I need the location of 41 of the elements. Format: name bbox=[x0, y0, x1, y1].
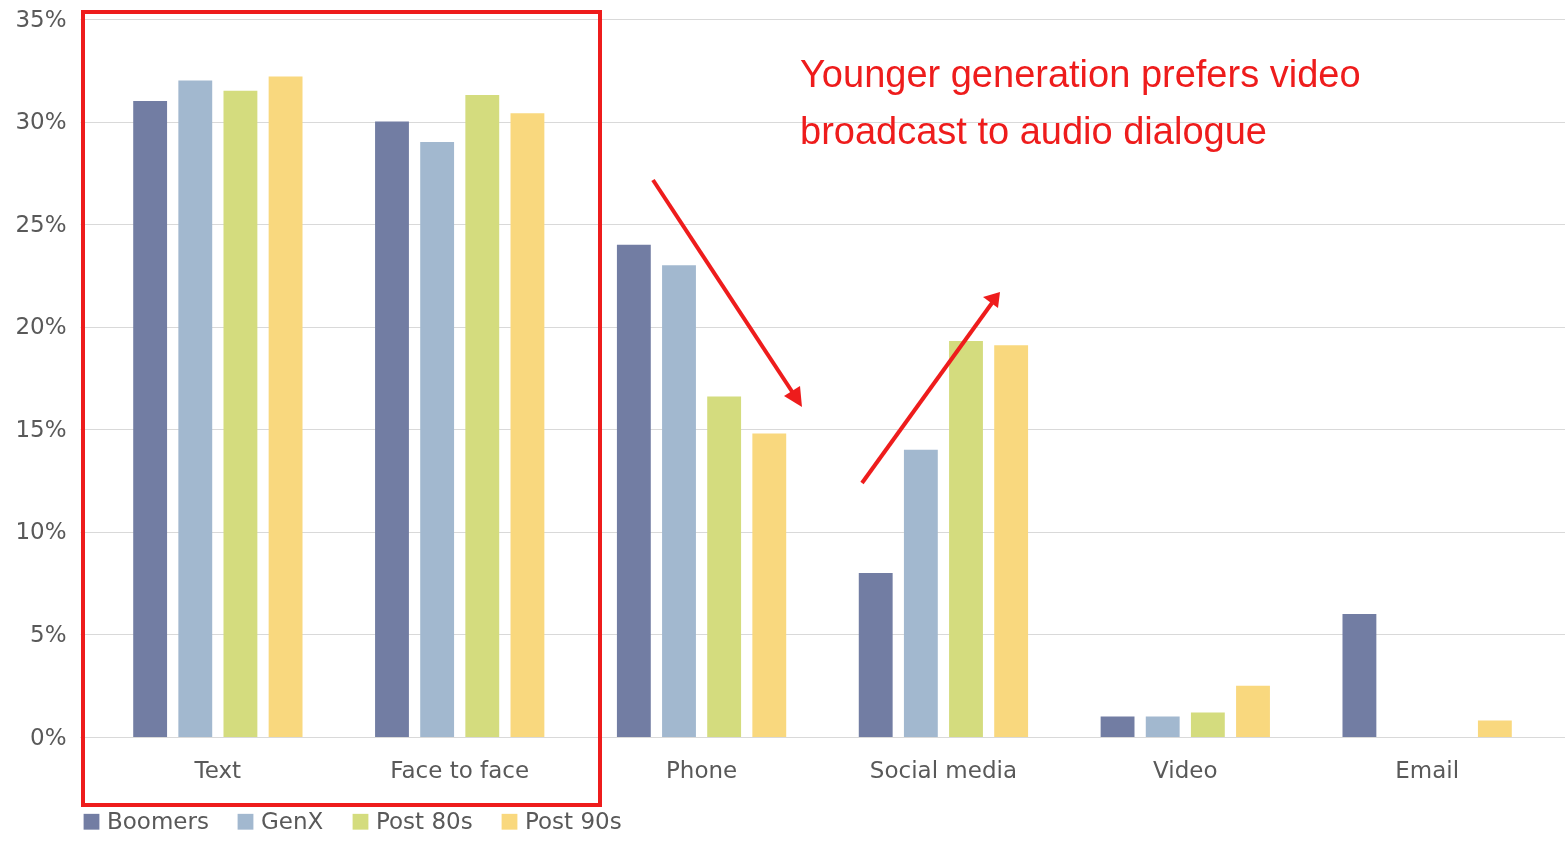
y-tick-label: 15% bbox=[15, 415, 67, 442]
legend-label: Post 80s bbox=[376, 807, 473, 834]
bar bbox=[994, 345, 1029, 737]
x-tick-label: Face to face bbox=[390, 756, 530, 783]
bar bbox=[420, 142, 455, 737]
x-tick-label: Text bbox=[193, 756, 242, 783]
bar bbox=[510, 113, 545, 737]
bar bbox=[178, 80, 213, 737]
y-tick-label: 25% bbox=[15, 210, 67, 237]
legend-label: Post 90s bbox=[525, 807, 622, 834]
bar bbox=[465, 94, 500, 737]
bar bbox=[903, 449, 938, 737]
bar bbox=[1190, 712, 1225, 737]
x-tick-label: Phone bbox=[665, 756, 738, 783]
bar bbox=[752, 433, 787, 737]
bar bbox=[1145, 716, 1180, 737]
bar bbox=[1477, 720, 1512, 737]
annotation: Younger generation prefers video broadcast to audio dialogue bbox=[800, 52, 1362, 154]
y-tick-label: 5% bbox=[30, 620, 67, 647]
bar bbox=[662, 265, 696, 737]
y-tick-label: 10% bbox=[15, 518, 67, 545]
bar bbox=[375, 121, 409, 737]
x-tick-label: Video bbox=[1153, 756, 1218, 783]
bar bbox=[133, 101, 168, 737]
y-tick-label: 0% bbox=[30, 723, 67, 750]
bar bbox=[1100, 716, 1135, 737]
bar bbox=[268, 76, 303, 737]
y-tick-label: 35% bbox=[15, 5, 67, 32]
bar bbox=[1236, 685, 1270, 737]
bar bbox=[707, 396, 742, 737]
bar bbox=[616, 244, 651, 737]
x-tick-label: Social media bbox=[869, 756, 1018, 783]
y-tick-label: 20% bbox=[15, 313, 67, 340]
legend-label: Boomers bbox=[107, 807, 209, 834]
bar bbox=[949, 341, 983, 737]
legend-label: GenX bbox=[261, 807, 324, 834]
x-tick-label: Email bbox=[1395, 756, 1460, 783]
bar bbox=[858, 572, 893, 737]
bar bbox=[1342, 613, 1377, 737]
y-tick-label: 30% bbox=[15, 108, 67, 135]
bar bbox=[223, 90, 258, 737]
